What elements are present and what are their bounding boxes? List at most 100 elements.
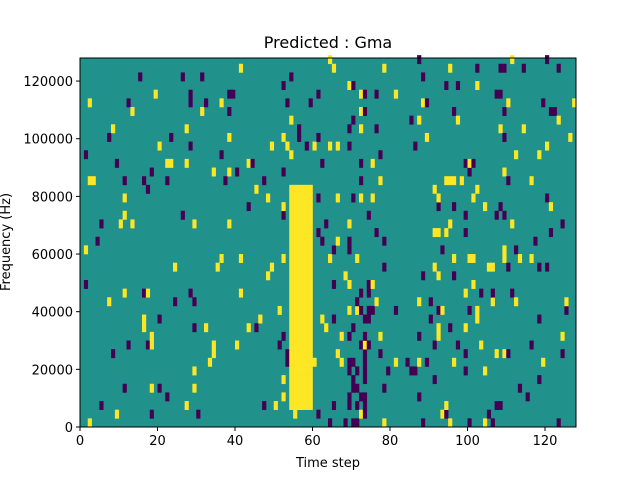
heatmap-cell	[297, 124, 302, 134]
heatmap-cell	[293, 271, 298, 281]
heatmap-cell	[99, 219, 104, 229]
heatmap-cell	[285, 141, 290, 151]
heatmap-cell	[506, 349, 511, 359]
heatmap-cell	[436, 271, 441, 281]
heatmap-cell	[304, 340, 309, 350]
heatmap-cell	[308, 271, 313, 281]
y-tick-label: 40000	[32, 306, 73, 321]
heatmap-cell	[289, 245, 294, 255]
heatmap-cell	[300, 323, 306, 333]
heatmap-cell	[362, 107, 368, 116]
heatmap-cell	[281, 254, 286, 263]
heatmap-cell	[479, 340, 484, 350]
heatmap-cell	[362, 340, 368, 350]
heatmap-cell	[169, 158, 174, 168]
heatmap-cell	[297, 228, 302, 238]
heatmap-cell	[200, 72, 205, 82]
heatmap-cell	[564, 305, 569, 315]
heatmap-cell	[231, 89, 236, 99]
heatmap-cell	[362, 375, 368, 385]
heatmap-cell	[382, 418, 387, 428]
heatmap-cell	[335, 141, 340, 151]
heatmap-cell	[347, 305, 352, 315]
heatmap-cell	[560, 349, 565, 359]
heatmap-cell	[510, 288, 515, 298]
heatmap-cell	[417, 357, 422, 367]
heatmap-cell	[281, 375, 286, 385]
heatmap-cell	[83, 279, 89, 289]
heatmap-cell	[300, 297, 306, 307]
heatmap-cell	[304, 383, 309, 393]
heatmap-cell	[494, 89, 499, 99]
heatmap-cell	[351, 81, 356, 91]
heatmap-cell	[463, 323, 468, 333]
y-tick-label: 60000	[32, 248, 73, 263]
heatmap-cell	[293, 383, 298, 393]
heatmap-cell	[300, 254, 306, 263]
heatmap-cell	[467, 254, 472, 263]
heatmap-cell	[366, 279, 371, 289]
heatmap-cell	[409, 115, 414, 125]
heatmap-cell	[521, 63, 526, 73]
heatmap-cell	[304, 236, 309, 246]
heatmap-cell	[331, 63, 337, 73]
heatmap-cell	[308, 357, 313, 367]
heatmap-cell	[300, 331, 306, 341]
heatmap-cell	[277, 305, 282, 315]
heatmap-cell	[525, 392, 530, 402]
heatmap-cell	[293, 193, 298, 203]
x-tick-label: 60	[304, 434, 321, 449]
heatmap-cell	[246, 323, 251, 333]
heatmap-cell	[374, 124, 379, 134]
x-tick-label: 0	[76, 434, 84, 449]
heatmap-cell	[289, 349, 294, 359]
heatmap-cell	[444, 176, 449, 186]
heatmap-cell	[343, 418, 348, 428]
heatmap-cell	[300, 392, 306, 402]
heatmap-cell	[560, 331, 565, 341]
heatmap-cell	[378, 150, 383, 160]
chart-title: Predicted : Gma	[264, 33, 392, 52]
y-tick-label: 80000	[32, 190, 73, 205]
heatmap-cell	[107, 297, 112, 307]
heatmap-cell	[289, 193, 294, 203]
heatmap-cell	[142, 176, 147, 186]
heatmap-cell	[281, 392, 286, 402]
heatmap-cell	[300, 245, 306, 255]
heatmap-cell	[498, 124, 503, 134]
heatmap-cell	[281, 167, 286, 177]
y-axis-title: Frequency (Hz)	[0, 193, 14, 291]
heatmap-cell	[289, 150, 294, 160]
heatmap-cell	[297, 297, 302, 307]
heatmap-cell	[304, 202, 309, 212]
heatmap-cell	[432, 184, 437, 194]
heatmap-cell	[467, 305, 472, 315]
heatmap-cell	[483, 202, 488, 212]
heatmap-cell	[483, 418, 488, 428]
heatmap-cell	[285, 357, 290, 367]
heatmap-cell	[250, 158, 255, 168]
heatmap-cell	[502, 245, 507, 255]
heatmap-cell	[490, 297, 495, 307]
x-tick-label: 100	[455, 434, 480, 449]
heatmap-cell	[308, 288, 313, 298]
heatmap-cell	[297, 340, 302, 350]
heatmap-cell	[432, 340, 437, 350]
heatmap-cell	[281, 210, 286, 220]
heatmap-cell	[211, 340, 216, 350]
heatmap-cell	[347, 219, 352, 229]
heatmap-cell	[320, 236, 325, 246]
heatmap-cell	[556, 63, 561, 73]
heatmap-cell	[297, 236, 302, 246]
heatmap-cell	[188, 288, 193, 298]
heatmap-cell	[293, 184, 298, 194]
heatmap-cell	[227, 219, 232, 229]
heatmap-cell	[502, 254, 507, 263]
heatmap-cell	[297, 288, 302, 298]
heatmap-cell	[475, 184, 480, 194]
heatmap-cell	[289, 375, 294, 385]
heatmap-cell	[537, 262, 542, 272]
heatmap-cell	[293, 401, 298, 410]
heatmap-cell	[122, 210, 127, 220]
heatmap-cell	[405, 357, 410, 367]
